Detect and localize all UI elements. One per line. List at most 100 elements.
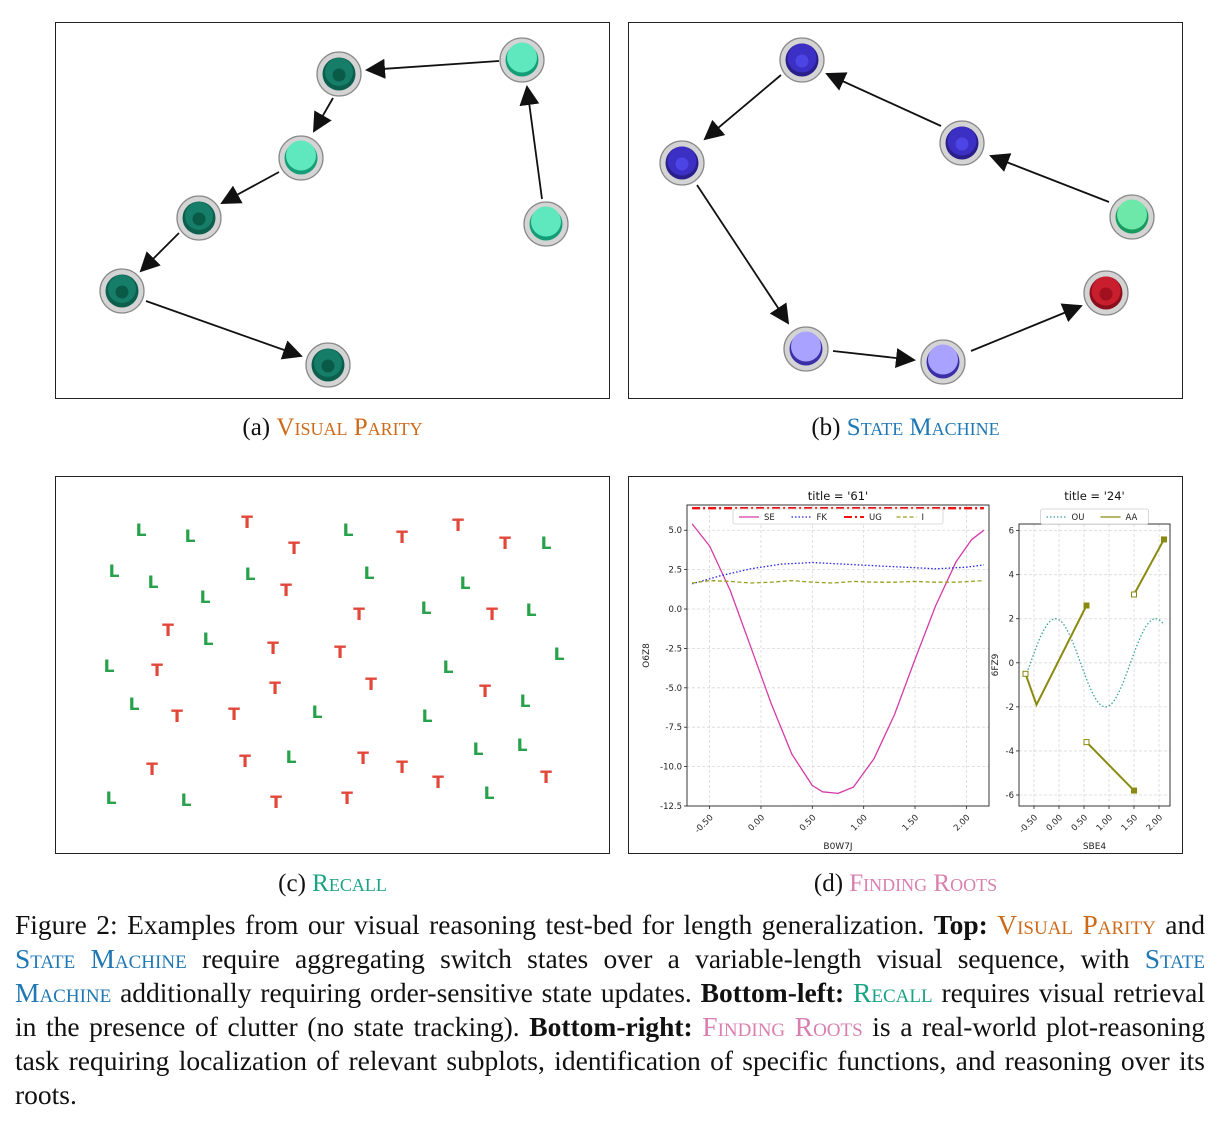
legend-label: SE xyxy=(764,513,775,523)
edge xyxy=(703,74,782,141)
y-tick-label: -5.0 xyxy=(665,684,682,694)
x-tick-label: -0.50 xyxy=(1017,813,1040,836)
edge xyxy=(696,184,790,325)
letter-l: L xyxy=(185,527,196,547)
letter-l: L xyxy=(520,692,531,712)
visual-parity-panel xyxy=(55,22,610,399)
y-axis-label: O6Z8 xyxy=(642,643,652,668)
figure-caption: Figure 2: Examples from our visual reaso… xyxy=(15,909,1205,1110)
x-tick-label: 0.50 xyxy=(1070,813,1090,833)
subcaption-b-name: State Machine xyxy=(846,414,1000,441)
letter-t: T xyxy=(486,605,498,625)
letter-l: L xyxy=(148,573,159,593)
letter-l: L xyxy=(343,521,354,541)
series-aa xyxy=(1024,605,1088,708)
bottom-left-label: Bottom-left: xyxy=(700,977,845,1008)
series-aa xyxy=(1085,741,1135,792)
edge xyxy=(825,72,942,127)
legend-label: FK xyxy=(817,513,828,523)
letter-t: T xyxy=(353,605,365,625)
switch-node-on xyxy=(523,201,569,247)
edge xyxy=(220,171,280,204)
subcaption-d: (d) Finding Roots xyxy=(813,870,998,897)
segment-start-marker xyxy=(1022,670,1029,677)
letter-t: T xyxy=(341,789,353,809)
switch-node-off xyxy=(316,51,362,97)
letter-t: T xyxy=(270,793,282,813)
x-tick-label: 1.50 xyxy=(1120,813,1140,833)
legend-box xyxy=(732,508,944,525)
letter-l: L xyxy=(129,695,140,715)
letter-l: L xyxy=(364,564,375,584)
legend-label: I xyxy=(922,513,925,523)
letter-t: T xyxy=(151,661,163,681)
state-node-green xyxy=(1109,194,1155,240)
edge xyxy=(313,97,334,133)
y-tick-label: -6 xyxy=(1006,791,1014,801)
y-tick-label: 0 xyxy=(1009,659,1014,669)
letter-t: T xyxy=(241,513,253,533)
letter-t: T xyxy=(228,705,240,725)
y-tick-label: -2 xyxy=(1006,703,1014,713)
subplot-2: -0.50 0.00 0.50 1.00 1.50 2.00 6 4 2 0 -2 -4 -6 SBE4 6… xyxy=(991,489,1171,852)
series-i xyxy=(692,579,984,584)
letter-t: T xyxy=(396,528,408,548)
letter-l: L xyxy=(554,645,565,665)
letter-t: T xyxy=(267,639,279,659)
letter-t: T xyxy=(540,768,552,788)
y-tick-label: -12.5 xyxy=(660,802,682,812)
y-tick-label: 2.5 xyxy=(668,566,682,576)
y-tick-label: -4 xyxy=(1006,747,1014,757)
edge xyxy=(832,348,916,368)
state-node-red xyxy=(1083,270,1129,316)
chart-title: title = '24' xyxy=(1064,489,1124,503)
subcaption-d-name: Finding Roots xyxy=(849,870,998,897)
letter-l: L xyxy=(136,521,147,541)
segment-end-marker xyxy=(1161,536,1167,543)
state-node-light-blue xyxy=(920,339,966,385)
letter-l: L xyxy=(200,588,211,608)
letter-l: L xyxy=(517,736,528,756)
state-machine-panel xyxy=(628,22,1183,399)
letter-t: T xyxy=(479,682,491,702)
x-axis-label: SBE4 xyxy=(1083,842,1107,852)
letter-t: T xyxy=(499,534,511,554)
segment-start-marker xyxy=(1083,739,1090,746)
switch-node-on xyxy=(499,37,545,83)
letter-t: T xyxy=(396,758,408,778)
series-se xyxy=(691,523,985,795)
y-tick-label: 5.0 xyxy=(668,526,682,536)
x-tick-label: -0.50 xyxy=(693,813,716,836)
series-aa xyxy=(1133,538,1165,595)
switch-node-off xyxy=(99,268,145,314)
letter-l: L xyxy=(421,599,432,619)
x-tick-label: 0.00 xyxy=(1045,813,1065,833)
y-tick-label: -7.5 xyxy=(665,723,682,733)
letter-l: L xyxy=(104,657,115,677)
letter-t: T xyxy=(171,707,183,727)
legend-box xyxy=(1040,508,1149,525)
switch-node-on xyxy=(278,135,324,181)
state-node-dark-blue xyxy=(939,120,985,166)
letter-t: T xyxy=(288,539,300,559)
y-tick-label: 2 xyxy=(1009,615,1014,625)
y-axis-label: 6FZ9 xyxy=(991,653,1001,676)
letter-l: L xyxy=(286,748,297,768)
y-tick-label: -2.5 xyxy=(665,644,682,654)
x-axis-label: B0W7J xyxy=(823,842,852,852)
x-tick-label: 0.00 xyxy=(747,813,767,833)
letter-l: L xyxy=(106,789,117,809)
axes-frame xyxy=(686,504,990,807)
y-tick-label: 0.0 xyxy=(668,605,682,615)
subcaption-a-name: Visual Parity xyxy=(276,414,423,441)
letter-t: T xyxy=(162,621,174,641)
legend-label: AA xyxy=(1126,513,1138,523)
letter-t: T xyxy=(452,516,464,536)
bottom-right-label: Bottom-right: xyxy=(529,1011,693,1042)
letter-l: L xyxy=(203,630,214,650)
subplot-1: -0.50 0.00 0.50 1.00 1.50 2.00 5.0 2.5 0.0 -2.5 -5… xyxy=(642,489,990,852)
letter-l: L xyxy=(109,562,120,582)
letter-l: L xyxy=(312,703,323,723)
